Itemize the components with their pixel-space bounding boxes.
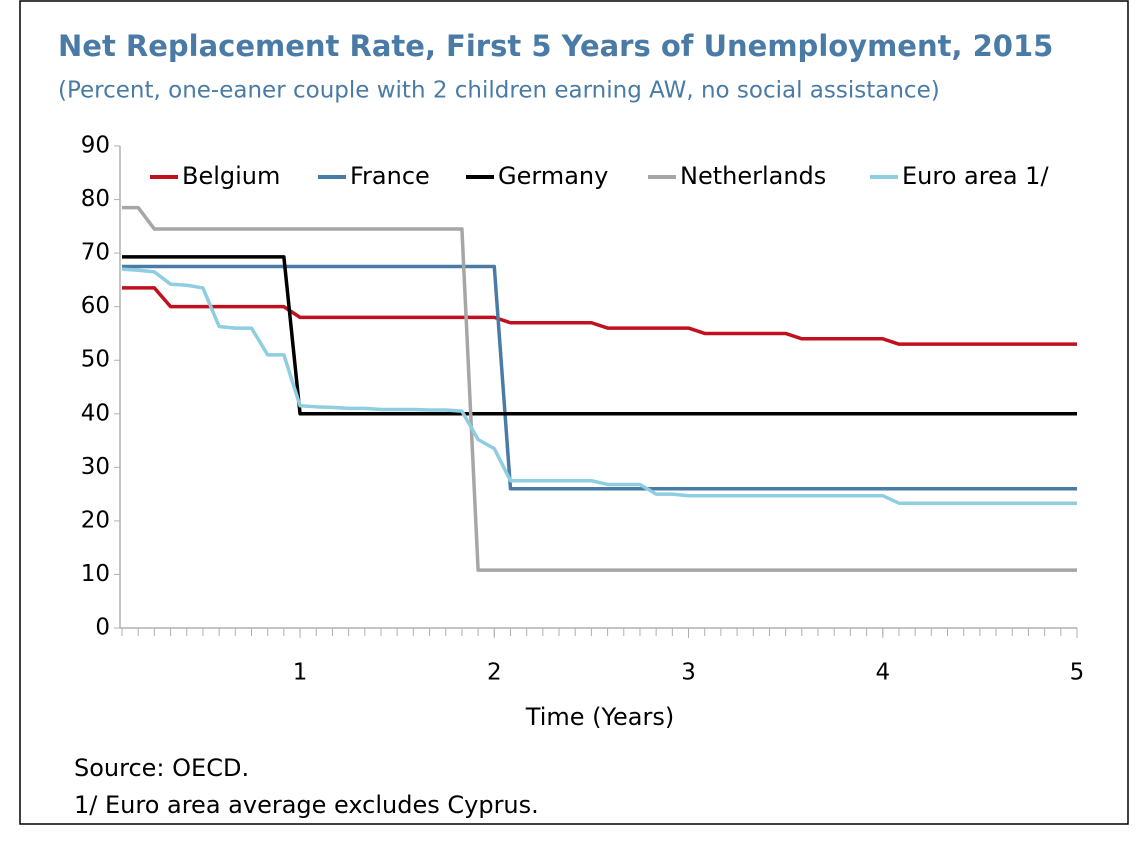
y-tick-label: 90 xyxy=(81,133,110,159)
x-tick-label: 5 xyxy=(1070,660,1085,686)
y-tick-label: 50 xyxy=(81,347,110,373)
x-tick-label: 3 xyxy=(681,660,696,686)
y-tick-label: 40 xyxy=(81,400,110,426)
x-tick-label: 4 xyxy=(875,660,890,686)
series-line xyxy=(122,264,1077,491)
x-tick-label: 1 xyxy=(293,660,308,686)
note: Source: OECD. xyxy=(74,754,249,782)
series-line xyxy=(122,255,1077,416)
y-tick-label: 20 xyxy=(81,507,110,533)
series-line xyxy=(122,205,1077,572)
x-tick-label: 2 xyxy=(487,660,502,686)
note: 1/ Euro area average excludes Cyprus. xyxy=(74,791,539,819)
legend-label: Euro area 1/ xyxy=(902,162,1049,190)
x-axis-label: Time (Years) xyxy=(525,703,674,731)
y-tick-label: 0 xyxy=(95,615,110,641)
legend-label: France xyxy=(350,162,430,190)
y-tick-label: 60 xyxy=(81,293,110,319)
y-tick-label: 10 xyxy=(81,561,110,587)
series-line xyxy=(122,286,1077,346)
legend-label: Germany xyxy=(498,162,608,190)
y-tick-label: 70 xyxy=(81,240,110,266)
frame xyxy=(19,0,1129,825)
chart-title: Net Replacement Rate, First 5 Years of U… xyxy=(58,29,1053,63)
legend-label: Belgium xyxy=(182,162,280,190)
y-tick-label: 30 xyxy=(81,454,110,480)
legend-label: Netherlands xyxy=(680,162,826,190)
chart-subtitle: (Percent, one-eaner couple with 2 childr… xyxy=(58,78,940,104)
y-tick-label: 80 xyxy=(81,186,110,212)
series-line xyxy=(121,267,1077,505)
